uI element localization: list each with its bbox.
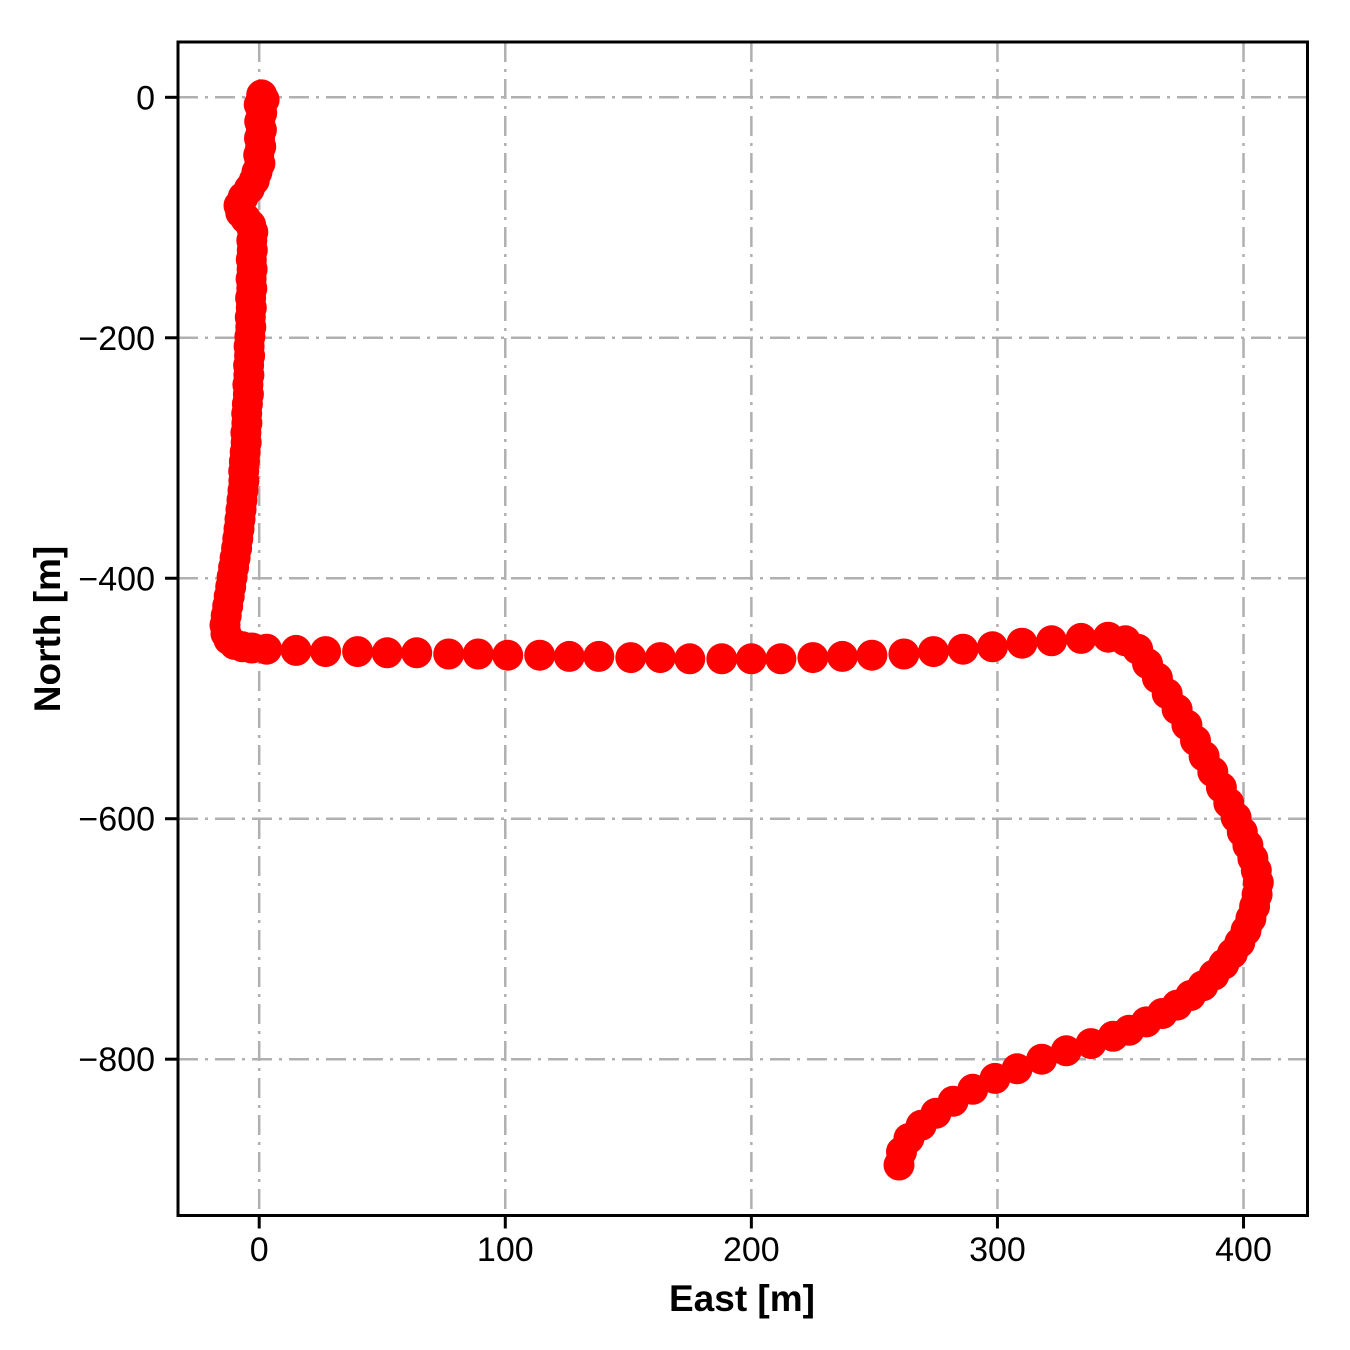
data-point: [1075, 1028, 1107, 1060]
data-point: [856, 639, 888, 671]
data-point: [492, 639, 524, 671]
data-point: [735, 643, 767, 675]
data-point: [280, 634, 312, 666]
data-point: [553, 640, 585, 672]
data-point: [310, 636, 342, 668]
data-point: [977, 631, 1008, 663]
data-point: [462, 638, 494, 670]
data-point: [706, 643, 738, 675]
y-tick-label: 0: [136, 79, 155, 117]
data-point: [615, 642, 647, 674]
data-point: [918, 636, 949, 668]
data-point: [644, 642, 676, 674]
data-point: [401, 637, 433, 669]
plot-border: [176, 40, 1309, 1217]
data-point: [251, 633, 283, 665]
data-point: [947, 633, 979, 665]
data-point: [674, 643, 706, 675]
data-point: [826, 640, 858, 672]
x-tick-label: 100: [477, 1231, 534, 1269]
data-point: [765, 643, 797, 675]
data-point: [1036, 625, 1068, 657]
gridlines: [178, 42, 1308, 1216]
data-point: [888, 638, 920, 670]
data-point: [342, 636, 374, 668]
data-points: [209, 79, 1274, 1181]
y-tick-label: −200: [78, 320, 155, 358]
y-tick-label: −800: [78, 1041, 155, 1079]
data-point: [371, 637, 403, 669]
y-tick-label: −400: [78, 560, 155, 598]
data-point: [1026, 1043, 1058, 1075]
x-axis-label: East [m]: [669, 1278, 815, 1319]
data-point: [1050, 1035, 1082, 1067]
data-point: [1006, 627, 1038, 659]
data-point: [883, 1149, 915, 1181]
data-point: [433, 638, 465, 670]
tick-labels: 0 100 200 300 400 0 −200 −400 −600 −800: [78, 79, 1271, 1269]
y-tick-label: −600: [78, 801, 155, 839]
data-point: [524, 639, 556, 671]
axes-spines-and-ticks: [165, 40, 1309, 1229]
x-tick-label: 200: [723, 1231, 780, 1269]
y-axis-label: North [m]: [27, 546, 68, 712]
data-point: [1065, 622, 1097, 654]
data-point: [797, 642, 829, 674]
x-tick-label: 400: [1215, 1231, 1272, 1269]
x-tick-label: 300: [969, 1231, 1026, 1269]
x-tick-label: 0: [250, 1231, 269, 1269]
data-point: [583, 640, 615, 672]
